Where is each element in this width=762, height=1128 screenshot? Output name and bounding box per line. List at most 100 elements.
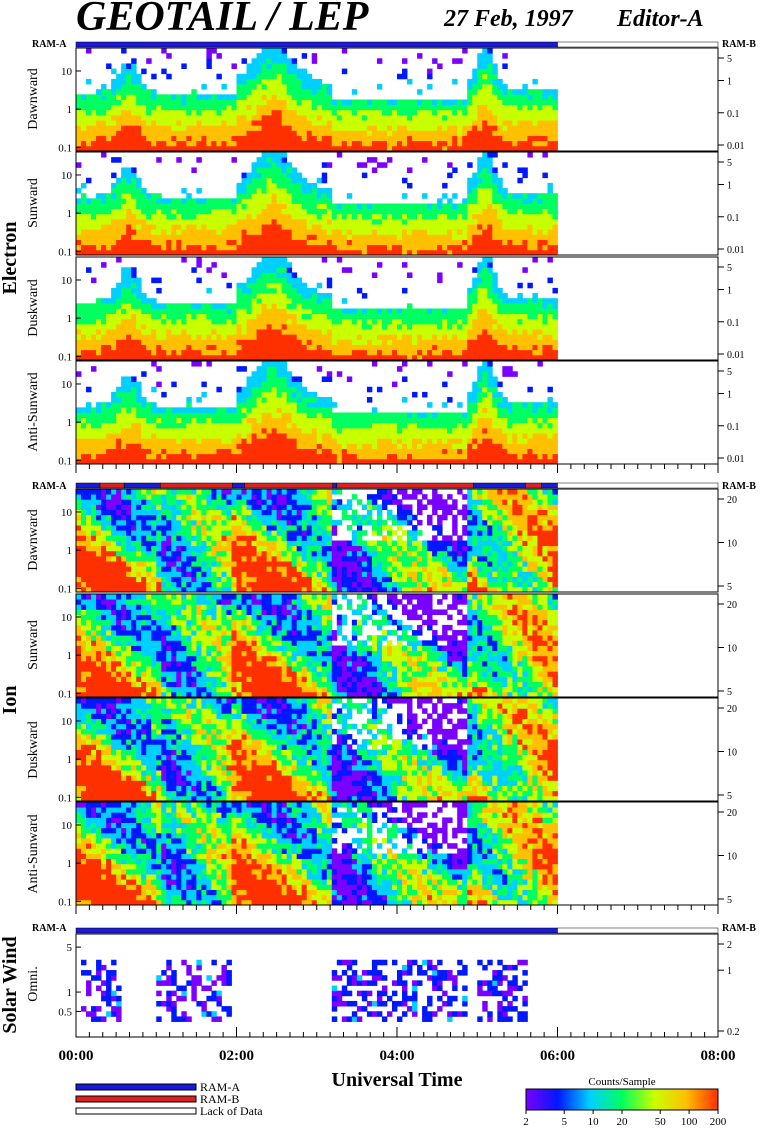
heatmap-cell bbox=[472, 224, 478, 230]
heatmap-cell bbox=[276, 371, 283, 377]
heatmap-cell bbox=[522, 334, 528, 340]
heatmap-cell bbox=[266, 213, 273, 220]
heatmap-cell bbox=[261, 218, 267, 225]
heatmap-cell bbox=[86, 203, 92, 210]
heatmap-cell bbox=[126, 73, 132, 80]
heatmap-cell bbox=[296, 313, 303, 320]
heatmap-cell bbox=[156, 277, 162, 284]
heatmap-cell bbox=[146, 130, 152, 136]
heatmap-cell bbox=[306, 182, 313, 189]
heatmap-cell bbox=[346, 318, 353, 325]
heatmap-cell bbox=[91, 99, 97, 106]
heatmap-cell bbox=[361, 412, 368, 419]
heatmap-cell bbox=[176, 135, 182, 142]
heatmap-cell bbox=[532, 89, 538, 95]
heatmap-cell bbox=[462, 417, 468, 424]
heatmap-cell bbox=[291, 277, 298, 284]
heatmap-cell bbox=[376, 114, 383, 121]
heatmap-cell bbox=[296, 298, 303, 304]
heatmap-cell bbox=[477, 308, 483, 315]
heatmap-cell bbox=[492, 182, 498, 189]
heatmap-cell bbox=[266, 448, 273, 455]
heatmap-cell bbox=[517, 203, 523, 210]
heatmap-cell bbox=[291, 84, 298, 90]
heatmap-cell bbox=[211, 458, 217, 465]
heatmap-cell bbox=[542, 354, 548, 361]
heatmap-cell bbox=[296, 323, 303, 330]
heatmap-cell bbox=[412, 349, 418, 356]
heatmap-cell bbox=[517, 349, 523, 356]
heatmap-cell bbox=[121, 114, 127, 121]
heatmap-cell bbox=[166, 135, 172, 142]
heatmap-cell bbox=[291, 208, 298, 215]
heatmap-cell bbox=[126, 78, 132, 85]
heatmap-cell bbox=[131, 99, 137, 106]
heatmap-cell bbox=[366, 203, 373, 210]
heatmap-cell bbox=[547, 99, 553, 106]
heatmap-cell bbox=[246, 422, 252, 429]
heatmap-cell bbox=[296, 293, 303, 299]
heatmap-cell bbox=[346, 239, 353, 246]
heatmap-cell bbox=[407, 120, 413, 126]
heatmap-cell bbox=[487, 203, 493, 210]
heatmap-cell bbox=[196, 145, 202, 152]
heatmap-cell bbox=[131, 104, 137, 111]
heatmap-cell bbox=[121, 443, 127, 449]
heatmap-cell bbox=[216, 224, 222, 230]
heatmap-cell bbox=[457, 422, 463, 429]
heatmap-cell bbox=[487, 344, 493, 351]
heatmap-cell bbox=[261, 73, 267, 80]
right-tick-label: 0.01 bbox=[727, 245, 745, 256]
heatmap-cell bbox=[181, 438, 187, 444]
heatmap-cell bbox=[146, 140, 152, 147]
heatmap-cell bbox=[457, 229, 463, 235]
heatmap-cell bbox=[236, 213, 242, 220]
heatmap-cell bbox=[131, 287, 137, 294]
heatmap-cell bbox=[306, 224, 313, 230]
heatmap-cell bbox=[131, 218, 137, 225]
heatmap-cell bbox=[452, 130, 458, 136]
heatmap-cell bbox=[101, 203, 107, 210]
heatmap-cell bbox=[246, 433, 252, 439]
heatmap-cell bbox=[311, 125, 318, 131]
heatmap-cell bbox=[161, 125, 167, 131]
heatmap-cell bbox=[171, 130, 177, 136]
heatmap-cell bbox=[376, 140, 383, 147]
heatmap-cell bbox=[96, 438, 102, 444]
heatmap-cell bbox=[146, 193, 152, 199]
heatmap-cell bbox=[336, 318, 343, 325]
heatmap-cell bbox=[281, 182, 288, 189]
heatmap-cell bbox=[231, 458, 237, 465]
heatmap-cell bbox=[427, 244, 433, 251]
heatmap-cell bbox=[472, 78, 478, 85]
heatmap-cell bbox=[151, 329, 157, 335]
heatmap-cell bbox=[136, 224, 142, 230]
heatmap-cell bbox=[296, 344, 303, 351]
heatmap-cell bbox=[106, 329, 112, 335]
heatmap-cell bbox=[286, 234, 293, 240]
heatmap-cell bbox=[206, 198, 212, 204]
heatmap-cell bbox=[432, 99, 438, 106]
heatmap-cell bbox=[176, 323, 182, 330]
heatmap-cell bbox=[437, 438, 443, 444]
heatmap-cell bbox=[276, 68, 283, 75]
heatmap-cell bbox=[256, 140, 262, 147]
heatmap-cell bbox=[261, 208, 267, 215]
heatmap-cell bbox=[171, 407, 177, 413]
heatmap-cell bbox=[121, 422, 127, 429]
heatmap-cell bbox=[381, 458, 388, 465]
heatmap-cell bbox=[86, 249, 92, 256]
heatmap-cell bbox=[136, 135, 142, 142]
heatmap-cell bbox=[261, 188, 267, 194]
heatmap-cell bbox=[81, 329, 87, 335]
heatmap-cell bbox=[376, 218, 383, 225]
heatmap-cell bbox=[376, 120, 383, 126]
heatmap-cell bbox=[346, 109, 353, 116]
heatmap-cell bbox=[547, 140, 553, 147]
heatmap-cell bbox=[482, 267, 488, 273]
heatmap-cell bbox=[397, 213, 403, 220]
heatmap-cell bbox=[226, 407, 232, 413]
heatmap-cell bbox=[417, 99, 423, 106]
heatmap-cell bbox=[166, 53, 172, 59]
heatmap-cell bbox=[276, 438, 283, 444]
